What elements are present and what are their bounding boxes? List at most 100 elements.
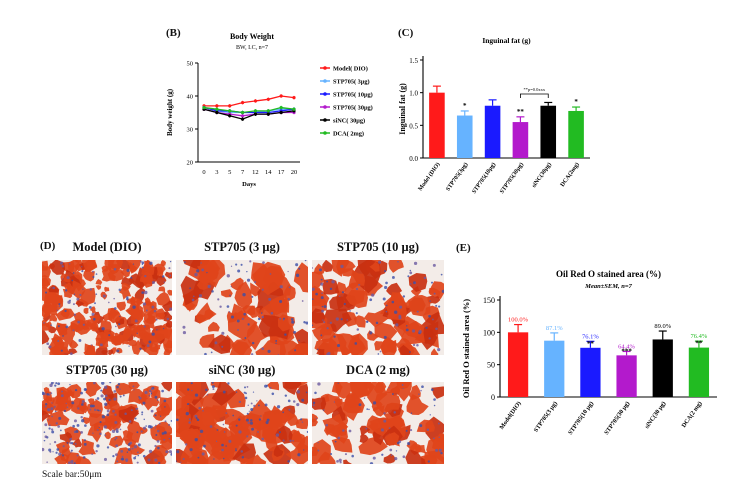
- nucleus: [253, 404, 256, 408]
- nucleus: [326, 280, 329, 283]
- data-point: [279, 94, 283, 98]
- nucleus: [60, 394, 64, 398]
- inguinal-fat-chart: Inguinal fat (g) 0.0 0.5 1.0 1.5 Inguinal fat…: [398, 36, 590, 195]
- nucleus: [147, 425, 152, 429]
- nucleus: [196, 418, 200, 422]
- legend-marker: [323, 66, 327, 70]
- nucleus: [261, 315, 264, 319]
- nucleus: [321, 309, 325, 313]
- category-label: STP705(30μg): [498, 161, 525, 195]
- nucleus: [151, 280, 156, 285]
- nucleus: [71, 462, 74, 464]
- lipid-droplet: [51, 293, 63, 306]
- lipid-droplet: [399, 344, 411, 355]
- nucleus: [405, 328, 409, 332]
- nucleus: [46, 461, 48, 463]
- nucleus: [393, 310, 398, 314]
- nucleus: [126, 296, 129, 299]
- histology-image-sinc: [176, 382, 308, 464]
- nucleus: [136, 407, 139, 410]
- nucleus: [433, 292, 436, 295]
- nucleus: [260, 415, 262, 417]
- nucleus: [113, 397, 117, 401]
- lipid-droplet: [353, 315, 366, 328]
- nucleus: [46, 342, 50, 346]
- nucleus: [55, 451, 58, 454]
- nucleus: [388, 387, 390, 389]
- lipid-droplet: [232, 443, 256, 464]
- nucleus: [246, 412, 249, 415]
- nucleus: [67, 461, 71, 464]
- histology-image-model: [42, 260, 172, 355]
- nucleus: [320, 334, 323, 337]
- nucleus: [98, 426, 100, 429]
- nucleus: [148, 394, 151, 397]
- nucleus: [101, 327, 105, 331]
- nucleus: [429, 414, 431, 416]
- scale-bar-label: Scale bar:50μm: [42, 470, 102, 480]
- nucleus: [294, 349, 297, 352]
- nucleus: [421, 385, 424, 389]
- nucleus: [62, 278, 64, 280]
- tissue-texture: [180, 260, 308, 355]
- lipid-droplet: [126, 304, 144, 325]
- lipid-droplet: [138, 332, 145, 340]
- data-label: 76.1%: [582, 333, 599, 340]
- nucleus: [156, 399, 159, 401]
- nucleus: [438, 305, 441, 308]
- nucleus: [118, 323, 121, 326]
- lipid-droplet: [369, 261, 380, 272]
- nucleus: [227, 382, 230, 385]
- series-line: [203, 108, 295, 120]
- nucleus: [209, 425, 213, 428]
- lipid-droplet: [59, 431, 72, 445]
- lipid-droplet: [95, 279, 103, 285]
- nucleus: [52, 382, 55, 384]
- nucleus: [63, 409, 66, 413]
- nucleus: [243, 312, 247, 316]
- nucleus: [383, 419, 387, 423]
- nucleus: [211, 385, 215, 389]
- nucleus: [416, 310, 419, 313]
- nucleus: [170, 419, 172, 422]
- nucleus: [221, 345, 224, 348]
- nucleus: [319, 268, 323, 272]
- nucleus: [379, 350, 382, 353]
- lipid-droplet: [42, 410, 51, 422]
- nucleus: [432, 263, 436, 267]
- nucleus: [402, 455, 406, 459]
- nucleus: [48, 448, 52, 452]
- nucleus: [270, 311, 274, 315]
- nucleus: [251, 341, 255, 345]
- nucleus: [55, 382, 58, 385]
- bar: [429, 92, 445, 158]
- data-point: [240, 101, 245, 105]
- bar: [616, 355, 637, 397]
- lipid-droplet: [436, 433, 444, 443]
- nucleus: [64, 289, 68, 292]
- lipid-droplet: [295, 383, 308, 405]
- nucleus: [113, 390, 117, 393]
- tissue-texture: [312, 382, 444, 464]
- nucleus: [264, 403, 268, 407]
- nucleus: [57, 325, 60, 328]
- histology-image-stp3: [176, 260, 308, 355]
- nucleus: [407, 442, 411, 446]
- nucleus: [114, 439, 116, 441]
- nucleus: [199, 429, 204, 434]
- nucleus: [69, 441, 72, 445]
- significance-mark: ***: [621, 347, 632, 355]
- nucleus: [188, 421, 191, 424]
- nucleus: [279, 317, 282, 320]
- nucleus: [112, 454, 115, 458]
- nucleus: [61, 390, 64, 393]
- chart-subtitle: Mean±SEM, n=7: [584, 283, 632, 290]
- lipid-droplet: [255, 337, 287, 355]
- lipid-droplet: [359, 425, 371, 436]
- lipid-droplet: [42, 330, 50, 345]
- nucleus: [128, 420, 132, 423]
- nucleus: [338, 458, 342, 462]
- nucleus: [188, 418, 191, 421]
- nucleus: [383, 412, 386, 415]
- nucleus: [150, 387, 154, 391]
